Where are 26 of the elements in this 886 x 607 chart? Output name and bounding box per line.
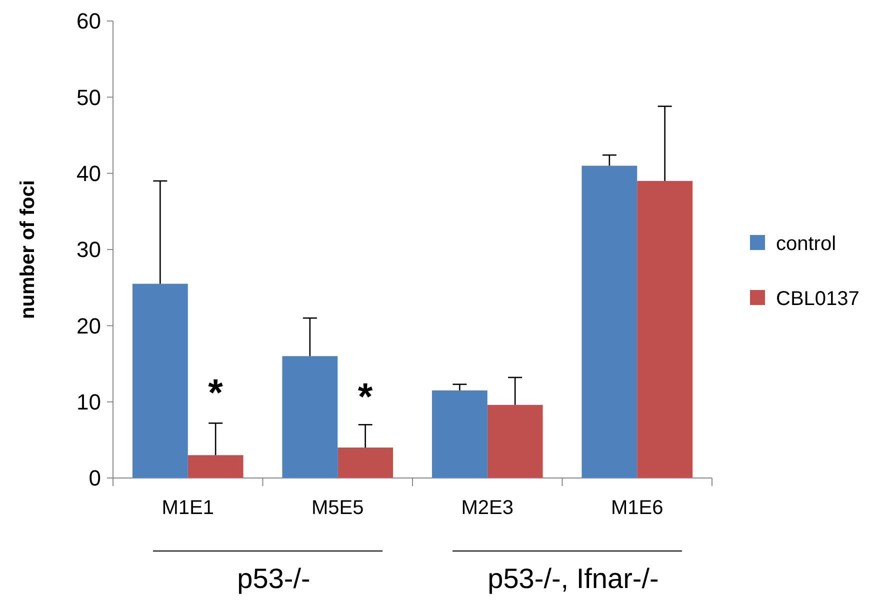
y-tick-label: 20 (76, 313, 101, 338)
x-tick-label: M1E6 (611, 497, 664, 519)
y-tick-label: 30 (76, 237, 101, 262)
bar (188, 455, 244, 478)
annotation: * (208, 372, 224, 415)
text: p53-/- (237, 563, 310, 594)
x-tick-label: M5E5 (312, 497, 364, 519)
text: p53-/-, Ifnar-/- (488, 563, 659, 594)
y-tick-label: 0 (88, 466, 101, 491)
legend-label: control (776, 233, 836, 255)
bar (432, 390, 488, 478)
x-tick-label: M2E3 (461, 497, 514, 519)
y-tick-label: 10 (76, 390, 101, 415)
legend-label: CBL0137 (776, 288, 860, 310)
bar (338, 448, 394, 478)
annotation: * (358, 376, 373, 418)
bar (582, 166, 638, 478)
bar (637, 180, 693, 478)
y-tick-label: 40 (76, 161, 101, 186)
x-tick-label: M1E1 (162, 497, 214, 519)
y-tick-label: 50 (76, 84, 101, 110)
bar (487, 404, 543, 478)
y-tick-label: 60 (76, 8, 101, 34)
bar (132, 284, 188, 478)
y-axis-title: number of foci (17, 180, 39, 319)
bar (282, 356, 338, 478)
